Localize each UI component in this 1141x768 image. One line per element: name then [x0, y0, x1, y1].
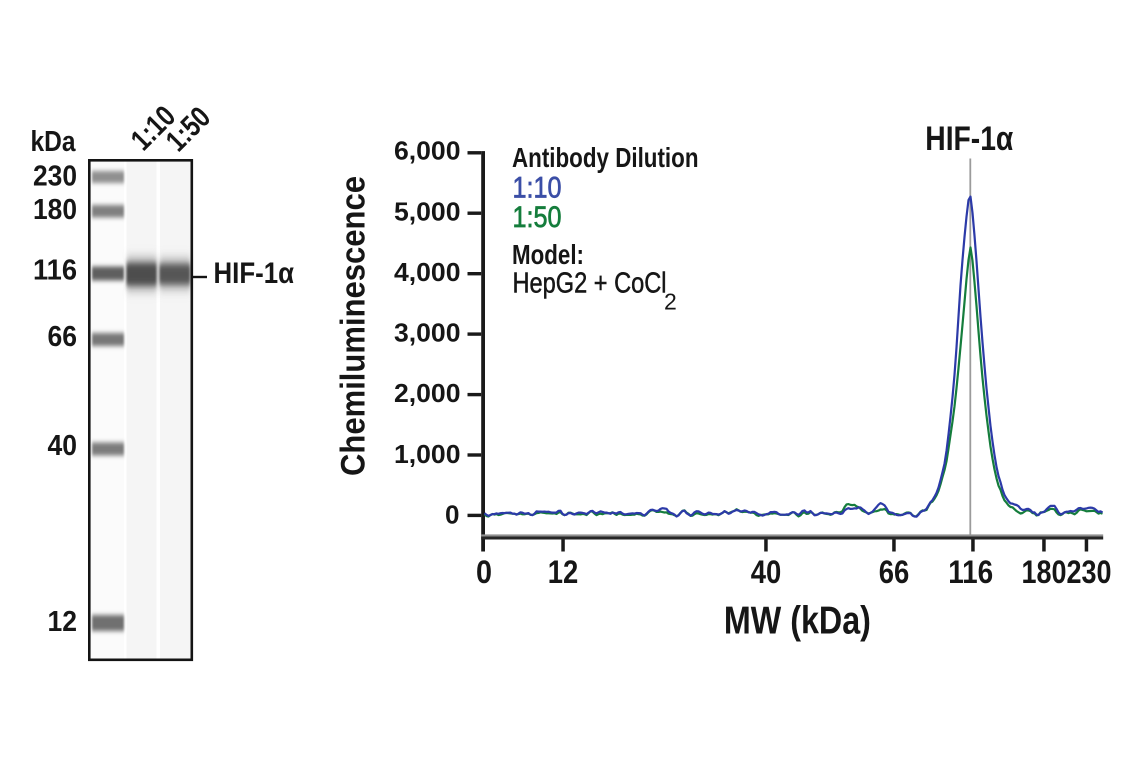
svg-text:66: 66: [879, 554, 910, 590]
svg-text:6,000: 6,000: [394, 136, 461, 166]
svg-text:40: 40: [48, 430, 78, 462]
svg-text:230: 230: [1067, 554, 1112, 590]
svg-text:2,000: 2,000: [394, 378, 461, 408]
svg-text:1:50: 1:50: [513, 201, 562, 234]
svg-text:0: 0: [476, 554, 492, 590]
svg-text:Chemiluminescence: Chemiluminescence: [335, 176, 373, 476]
svg-text:1,000: 1,000: [394, 439, 461, 469]
svg-text:4,000: 4,000: [394, 257, 461, 287]
svg-text:HIF-1α: HIF-1α: [925, 120, 1013, 158]
svg-text:Model:: Model:: [512, 239, 584, 270]
svg-text:HepG2 + CoCl: HepG2 + CoCl: [513, 268, 667, 300]
svg-text:66: 66: [48, 321, 78, 353]
svg-text:5,000: 5,000: [394, 196, 461, 226]
svg-text:0: 0: [445, 499, 460, 529]
svg-text:230: 230: [33, 161, 77, 193]
svg-text:Antibody Dilution: Antibody Dilution: [512, 142, 699, 173]
svg-text:116: 116: [33, 255, 77, 287]
svg-text:HIF-1α: HIF-1α: [214, 257, 295, 290]
svg-text:kDa: kDa: [31, 126, 77, 158]
svg-text:180: 180: [33, 194, 77, 226]
svg-text:180: 180: [1022, 554, 1067, 590]
svg-text:40: 40: [751, 554, 782, 590]
svg-text:12: 12: [48, 606, 78, 638]
svg-text:1:10: 1:10: [513, 171, 562, 204]
svg-text:2: 2: [664, 289, 677, 315]
svg-text:MW (kDa): MW (kDa): [724, 599, 871, 642]
svg-text:12: 12: [548, 554, 579, 590]
svg-text:116: 116: [948, 554, 993, 590]
svg-text:3,000: 3,000: [394, 318, 461, 348]
